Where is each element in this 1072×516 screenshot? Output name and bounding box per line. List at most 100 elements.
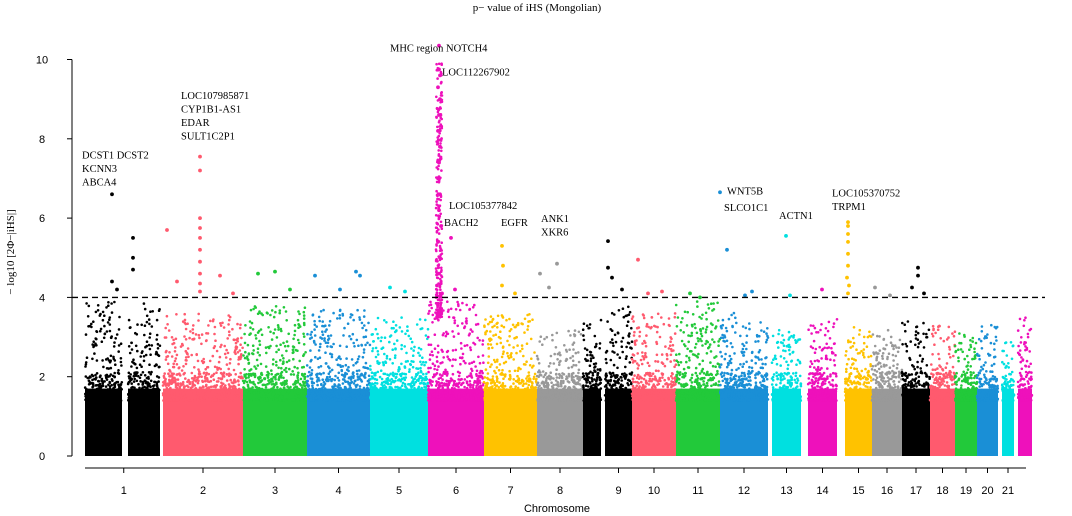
snp-point: [305, 364, 309, 367]
snp-point: [701, 367, 705, 371]
snp-point: [143, 333, 146, 337]
snp-point: [438, 395, 442, 399]
snp-point: [196, 381, 200, 385]
snp-point: [369, 386, 372, 390]
snp-point: [676, 316, 680, 319]
snp-point: [317, 315, 321, 319]
snp-point: [643, 339, 646, 343]
snp-point: [315, 325, 319, 328]
x-tick-label-chr5: 5: [396, 485, 402, 497]
snp-point: [733, 352, 736, 355]
snp-point: [472, 360, 476, 364]
snp-point: [478, 381, 482, 385]
snp-point: [446, 387, 450, 390]
snp-point: [422, 360, 425, 364]
snp-point: [321, 333, 325, 337]
x-axis-label: Chromosome: [524, 503, 590, 515]
snp-point: [166, 382, 169, 386]
snp-point: [134, 395, 137, 398]
snp-point: [136, 397, 139, 401]
snp-point: [620, 393, 624, 397]
snp-point: [282, 306, 286, 309]
snp-point: [666, 394, 669, 398]
snp-point: [359, 373, 363, 377]
snp-point: [395, 339, 399, 342]
snp-point: [325, 328, 328, 331]
snp-point: [723, 357, 727, 361]
snp-point: [588, 398, 592, 402]
snp-point: [280, 354, 284, 357]
snp-point: [560, 376, 564, 380]
snp-point: [109, 366, 113, 370]
snp-point: [484, 386, 488, 390]
snp-point: [407, 395, 410, 398]
snp-point: [84, 333, 88, 336]
snp-point: [133, 386, 136, 390]
snp-point: [762, 330, 766, 334]
snp-point: [508, 329, 512, 333]
snp-point: [452, 395, 455, 398]
snp-point: [484, 392, 488, 395]
snp-point: [92, 340, 95, 344]
snp-point: [421, 356, 424, 360]
snp-point: [246, 358, 250, 362]
snp-point: [232, 384, 236, 388]
snp-point: [403, 372, 406, 376]
snp-point: [431, 313, 435, 317]
snp-point: [756, 356, 760, 359]
snp-point: [298, 359, 302, 363]
snp-point: [559, 383, 563, 386]
snp-point: [713, 340, 716, 344]
snp-point: [275, 382, 278, 386]
snp-point: [302, 365, 306, 369]
snp-point: [321, 378, 325, 382]
snp-point: [533, 351, 536, 354]
snp-point: [720, 355, 724, 358]
snp-point: [345, 387, 348, 391]
snp-point: [470, 398, 474, 402]
snp-point: [477, 390, 481, 393]
snp-point: [625, 392, 628, 396]
snp-point: [184, 358, 188, 362]
snp-point: [271, 393, 275, 396]
snp-point: [93, 393, 97, 397]
snp-point: [282, 357, 285, 360]
snp-point: [527, 383, 531, 387]
snp-point: [95, 359, 99, 362]
snp-point: [266, 398, 269, 402]
snp-point: [172, 338, 175, 342]
snp-point: [210, 390, 213, 394]
snp-point: [407, 383, 410, 386]
snp-point: [571, 355, 575, 358]
x-tick-label-chr7: 7: [507, 485, 513, 497]
snp-point: [478, 371, 482, 375]
snp-point: [234, 373, 237, 376]
snp-point: [155, 350, 158, 354]
snp-point: [660, 316, 663, 319]
snp-point: [642, 316, 646, 320]
snp-point: [637, 326, 641, 329]
snp-point: [441, 384, 444, 387]
snp-point: [554, 346, 558, 349]
snp-point: [457, 304, 460, 308]
snp-point: [174, 385, 178, 389]
snp-point: [309, 333, 313, 336]
snp-point: [312, 399, 315, 402]
x-tick-label-chr9: 9: [615, 485, 621, 497]
snp-point: [113, 397, 117, 401]
snp-point: [108, 329, 112, 333]
snp-point: [481, 339, 485, 342]
snp-point: [588, 323, 592, 326]
snp-point: [480, 375, 484, 379]
snp-point: [262, 395, 265, 398]
snp-point: [278, 311, 282, 315]
snp-point: [585, 324, 589, 328]
snp-point: [686, 347, 689, 351]
snp-point: [239, 323, 242, 327]
snp-point: [741, 347, 745, 351]
snp-point: [243, 379, 247, 383]
snp-point: [734, 374, 738, 378]
snp-point: [314, 343, 317, 346]
snp-point: [764, 362, 767, 366]
snp-point: [316, 357, 320, 361]
